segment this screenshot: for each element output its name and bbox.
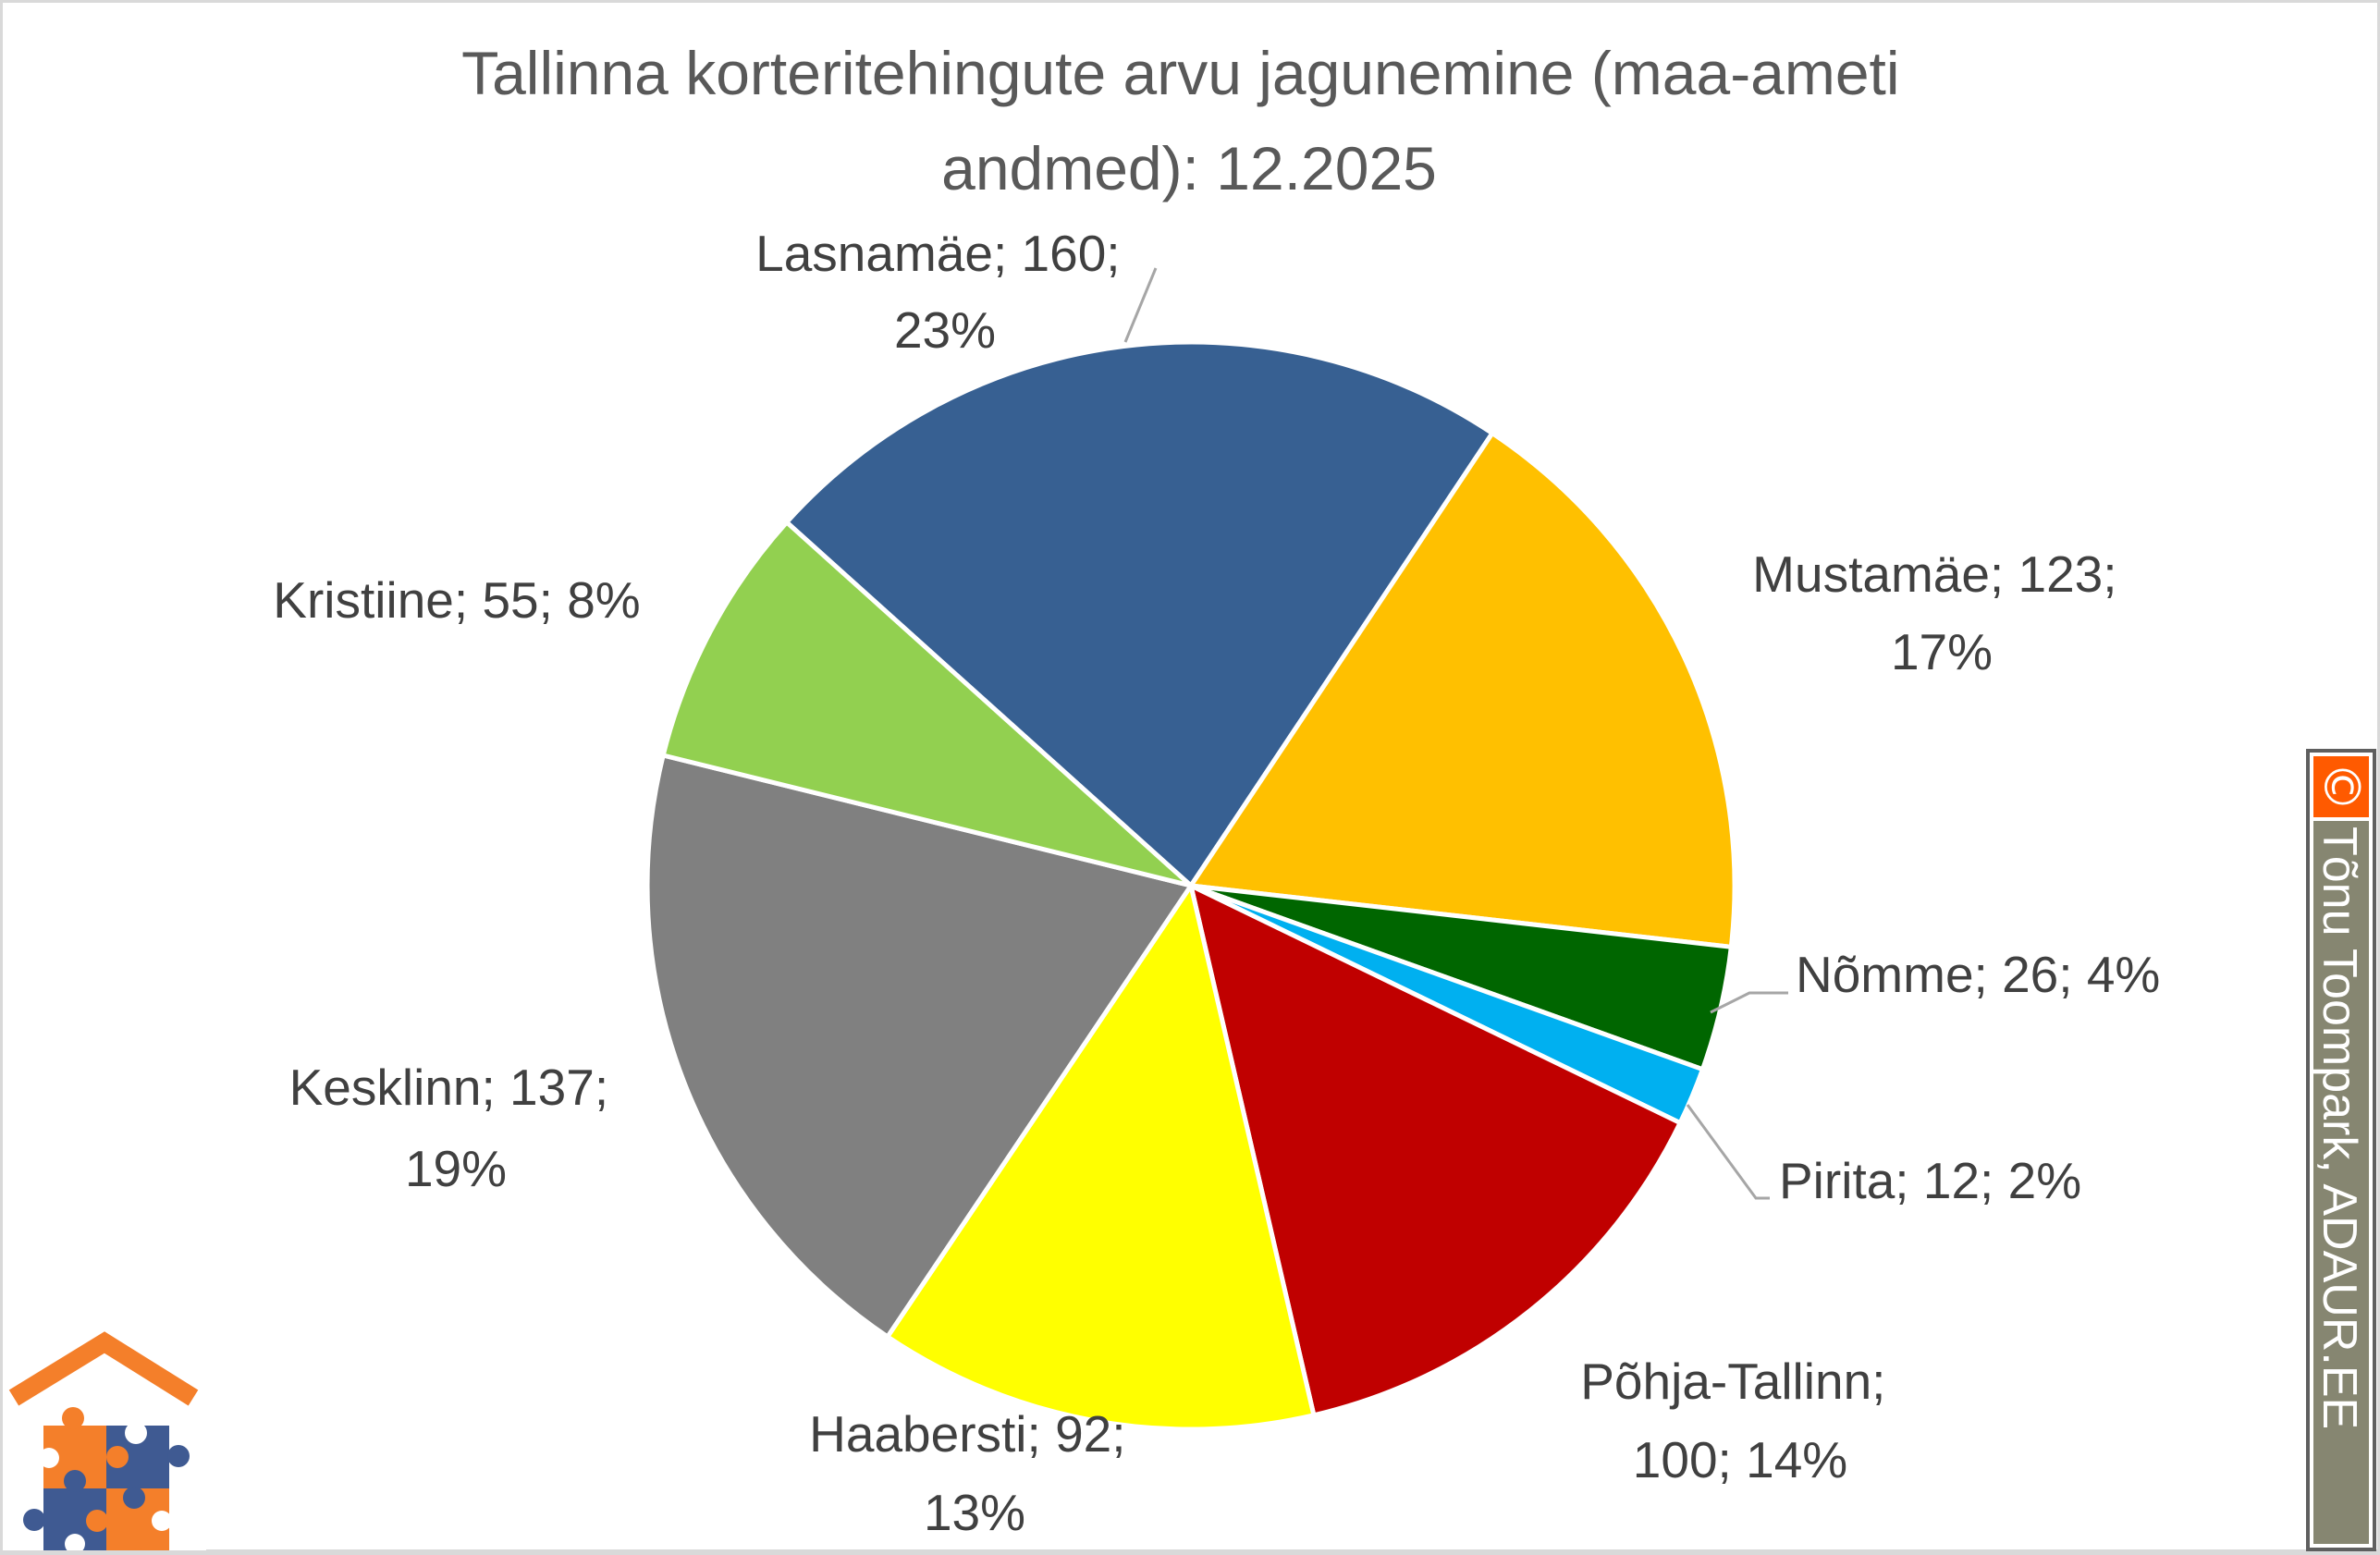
watermark-text: Tõnu Toompark, ADAUR.EE	[2313, 826, 2366, 1430]
pie-slice-mustam-e	[1188, 431, 1737, 949]
copyright-icon: ©	[2313, 756, 2371, 817]
chart-title-line-1: Tallinna korteritehingute arvu jagunemin…	[461, 39, 1899, 107]
chart-title: Tallinna korteritehingute arvu jagunemin…	[461, 39, 1917, 202]
leader-line-lasnamae	[1123, 267, 1158, 343]
data-label-haabersti: Haabersti; 92; 13%	[809, 1405, 1140, 1541]
house-puzzle-logo-icon	[3, 1322, 206, 1555]
data-label-nomme: Nõmme; 26; 4%	[1796, 946, 2160, 1003]
pie-slice-haabersti	[885, 883, 1317, 1432]
pie-slice-kristiine	[660, 520, 1194, 888]
data-label-mustamae: Mustamäe; 123; 17%	[1752, 545, 2131, 680]
data-label-kristiine: Kristiine; 55; 8%	[273, 571, 640, 629]
data-label-pirita: Pirita; 12; 2%	[1779, 1152, 2081, 1209]
data-label-lasnamae: Lasnamäe; 160; 23%	[755, 225, 1135, 359]
chart-title-line-2: andmed): 12.2025	[941, 134, 1437, 202]
copyright-watermark: © Tõnu Toompark, ADAUR.EE	[2306, 749, 2376, 1551]
pie-slices	[644, 339, 1737, 1432]
pie-slice-kesklinn	[644, 753, 1194, 1340]
leader-line-nomme	[1710, 991, 1788, 1014]
data-label-kesklinn: Kesklinn; 137; 19%	[289, 1059, 623, 1197]
leader-line-pirita	[1686, 1104, 1770, 1200]
data-label-pohja-tallinn: Põhja-Tallinn; 100; 14%	[1580, 1353, 1899, 1488]
pie-slice-p-hja-tallinn	[1188, 883, 1683, 1418]
pie-slice-lasnam-e	[784, 339, 1495, 888]
